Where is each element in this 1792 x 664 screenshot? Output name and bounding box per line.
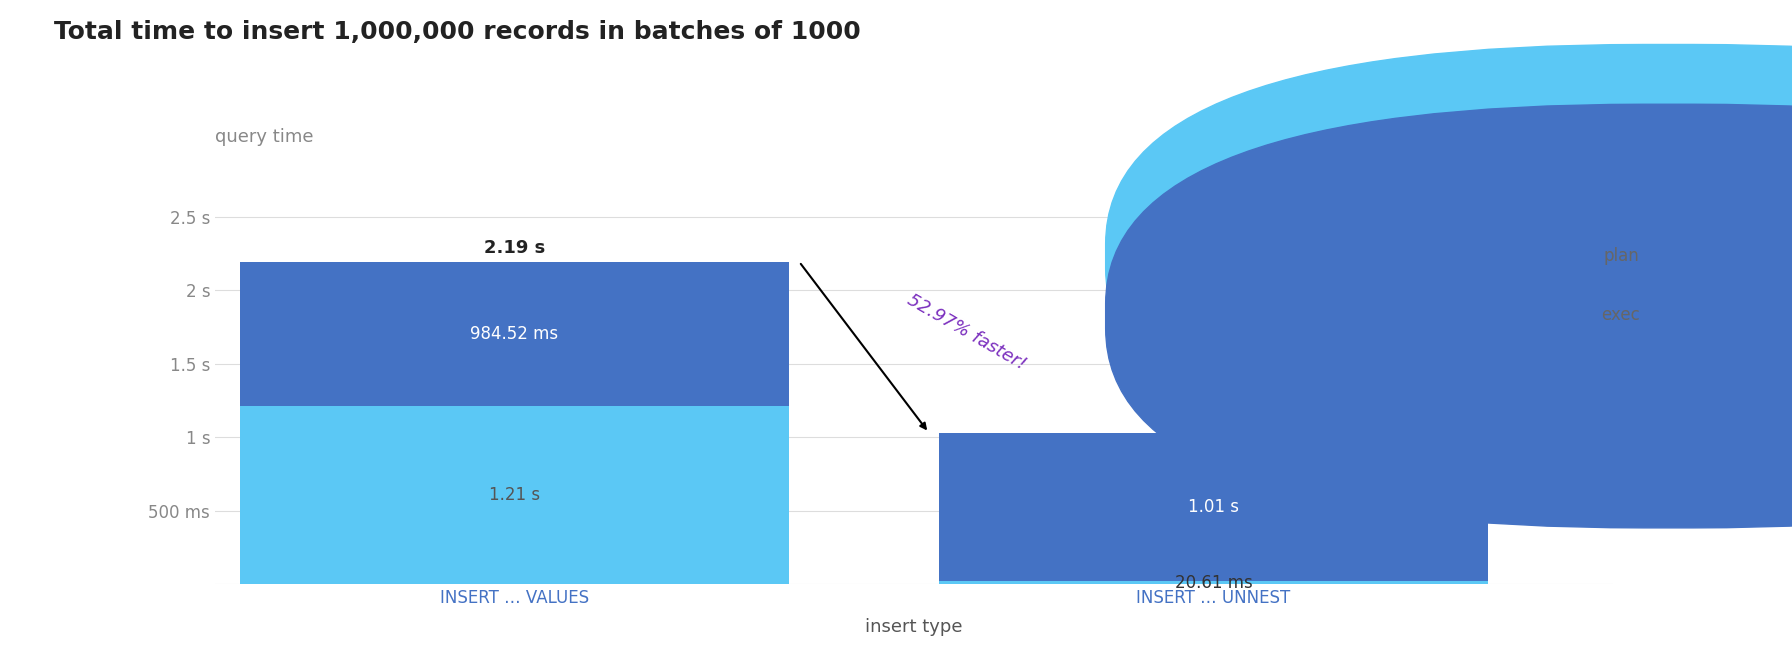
Text: 1.01 s: 1.01 s	[1188, 498, 1238, 516]
Text: 984.52 ms: 984.52 ms	[471, 325, 559, 343]
Bar	[939, 433, 1487, 581]
Text: plan: plan	[1604, 246, 1640, 265]
Text: 1.03 s: 1.03 s	[1183, 410, 1244, 428]
Bar	[240, 406, 788, 584]
Text: 1.21 s: 1.21 s	[489, 486, 539, 505]
X-axis label: insert type: insert type	[866, 618, 962, 636]
Text: 52.97% faster!: 52.97% faster!	[903, 291, 1029, 374]
Text: query time: query time	[215, 128, 314, 146]
Text: 20.61 ms: 20.61 ms	[1174, 574, 1253, 592]
Text: exec: exec	[1600, 306, 1640, 325]
Text: 2.19 s: 2.19 s	[484, 238, 545, 256]
Bar	[240, 262, 788, 406]
Text: Total time to insert 1,000,000 records in batches of 1000: Total time to insert 1,000,000 records i…	[54, 20, 860, 44]
Bar	[939, 581, 1487, 584]
